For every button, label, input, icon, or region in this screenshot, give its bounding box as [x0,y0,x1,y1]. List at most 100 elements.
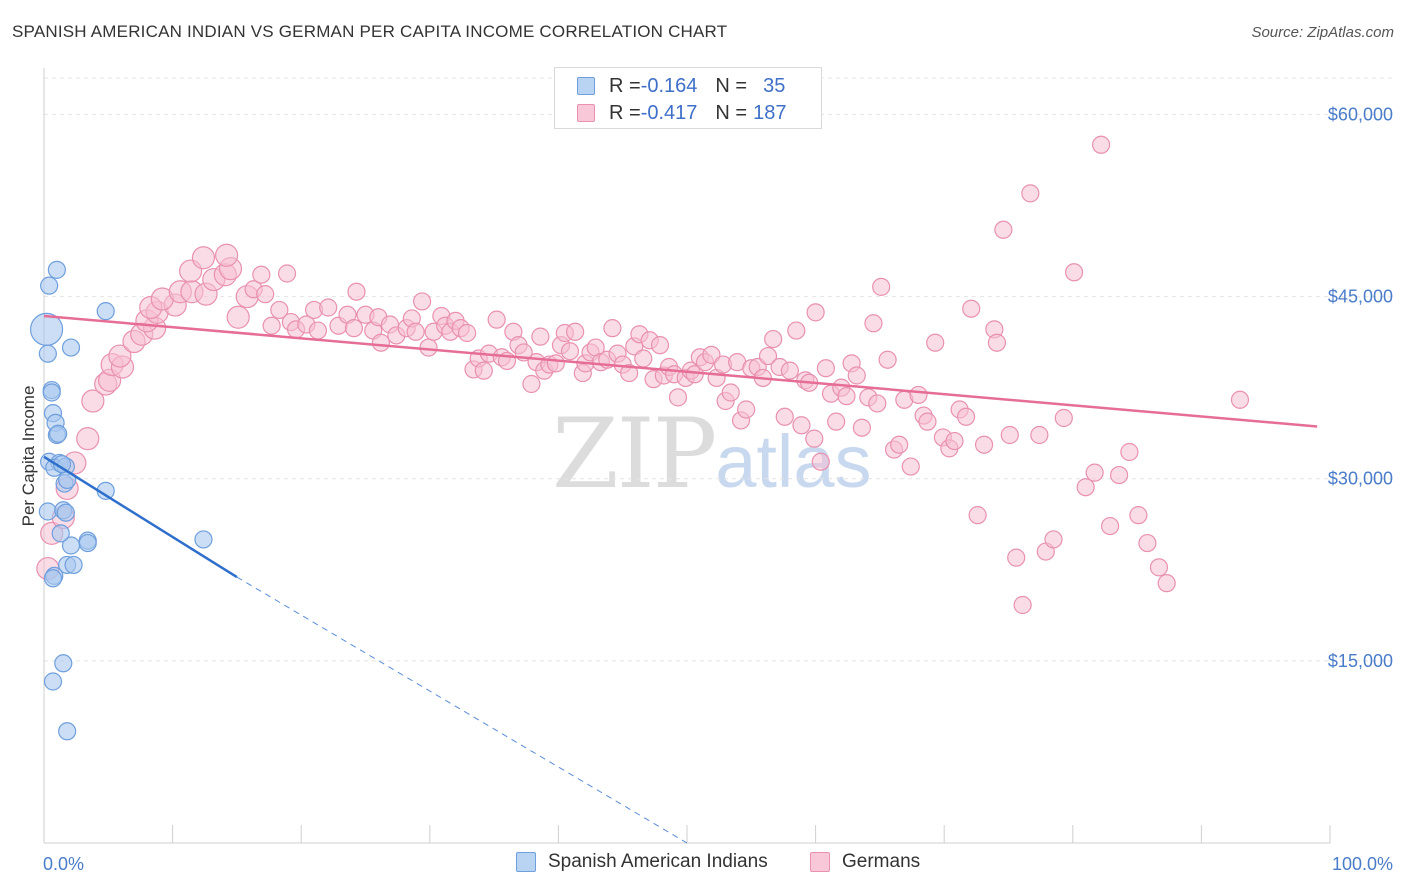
german-point [890,435,909,454]
chart-title: SPANISH AMERICAN INDIAN VS GERMAN PER CA… [12,22,728,41]
german-point [1230,390,1250,409]
german-point [1129,506,1148,525]
y-tick-label: $60,000 [1328,104,1393,124]
spanish-point [43,672,63,691]
german-point [837,387,856,406]
german-point [603,319,622,338]
german-point [806,303,825,322]
german-points [36,135,1250,615]
german-point [347,282,366,301]
legend-row-spanish: R = -0.164 N = 35 [577,74,785,98]
german-point [457,323,477,343]
german-point [81,389,105,413]
german-point [668,388,688,407]
legend-label-spanish: Spanish American Indians [548,851,768,872]
source-credit: Source: ZipAtlas.com [1251,24,1394,41]
y-tick-labels: $15,000 $30,000 $45,000 $60,000 [1328,104,1393,670]
german-point [1149,558,1169,577]
spanish-point [38,344,57,363]
german-point [909,385,928,405]
correlation-legend: R = -0.164 N = 35 R = -0.417 N = 187 [554,67,822,129]
german-point [872,277,891,296]
german-point [702,345,721,364]
watermark-zip: ZIP [552,398,717,510]
legend-r-label: R = [609,74,641,97]
german-point [1000,425,1019,445]
german-point [864,314,883,333]
spanish-point [47,260,66,279]
spanish-point [58,722,77,741]
y-axis-label: Per Capita Income [19,386,38,527]
spanish-points [29,260,213,741]
legend-swatch-spanish [516,852,536,872]
legend-n-value: 35 [763,74,786,97]
german-point [721,383,740,402]
german-point [987,333,1007,352]
german-point [918,412,937,431]
german-point [215,243,239,267]
german-point [787,321,806,340]
german-point [419,338,438,357]
german-point [634,349,653,368]
spanish-point [42,383,61,402]
spanish-point [64,555,83,575]
legend-r-value: -0.164 [640,74,698,97]
german-point [76,427,100,451]
spanish-point [49,424,68,443]
german-point [277,264,297,283]
x-tick-label-end: 100.0% [1332,854,1393,874]
legend-item-spanish[interactable]: Spanish American Indians [516,851,768,873]
german-point [108,344,132,368]
german-point [1120,442,1139,462]
german-point [650,336,670,355]
spanish-point [78,533,97,553]
legend-swatch-spanish [577,77,595,95]
zipatlas-watermark: ZIPatlas [552,398,872,510]
german-point [811,452,830,471]
german-point [308,321,328,340]
german-point [962,299,981,318]
german-point [1109,465,1129,485]
german-point [926,333,945,352]
series-legend: Spanish American Indians Germans [0,851,1406,877]
legend-swatch-german [577,104,595,122]
german-point [956,407,976,426]
legend-n-label: N = [715,101,748,124]
y-tick-label: $45,000 [1328,287,1393,307]
german-point [1013,595,1032,615]
german-point [252,265,271,284]
legend-swatch-german [810,852,830,872]
german-point [560,342,580,361]
german-point [1076,478,1095,497]
legend-n-label: N = [715,74,748,97]
spanish-point [96,302,115,321]
german-trend-line [43,314,1318,428]
legend-item-german[interactable]: Germans [810,851,920,873]
spanish-point [43,569,63,588]
german-point [1007,548,1026,567]
spanish-point [56,503,75,522]
legend-r-label: R = [609,101,641,124]
german-point [1054,408,1073,428]
german-point [566,322,585,341]
german-point [1100,516,1120,536]
legend-r-value: -0.417 [640,101,698,124]
y-tick-label: $30,000 [1328,469,1393,489]
spanish-point [61,536,81,555]
german-point [1138,533,1157,553]
german-point [758,346,778,366]
german-point [522,374,541,394]
german-point [270,300,289,320]
german-point [994,220,1013,239]
german-point [1157,574,1176,593]
german-point [412,292,432,311]
german-point [344,319,364,338]
x-tick-label-start: 0.0% [43,854,84,874]
spanish-point [54,654,73,673]
legend-n-value: 187 [753,101,787,124]
german-point [945,431,964,451]
legend-label-german: Germans [842,851,921,872]
german-point [262,316,281,335]
german-point [256,285,275,304]
legend-row-german: R = -0.417 N = 187 [577,101,786,125]
